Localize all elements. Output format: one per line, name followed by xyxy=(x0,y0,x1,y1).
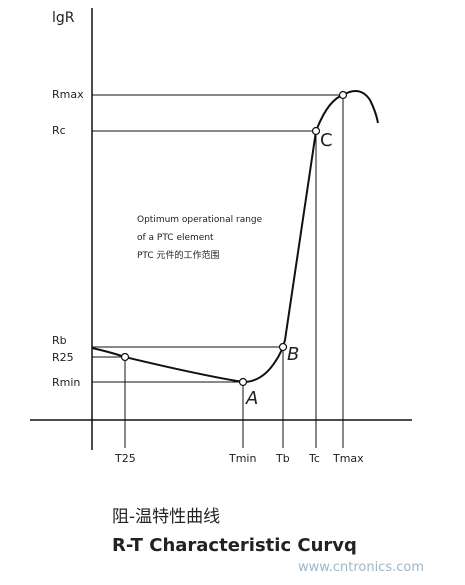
y-label: Rc xyxy=(52,124,66,137)
x-label: Tb xyxy=(275,452,290,465)
point-label: C xyxy=(320,130,333,151)
caption-en: R-T Characteristic Curvq xyxy=(112,535,357,556)
y-label: R25 xyxy=(52,351,74,364)
point-label: A xyxy=(245,388,258,409)
axis-label: lgR xyxy=(52,10,75,26)
y-label: Rmax xyxy=(52,88,84,101)
x-label: Tc xyxy=(308,452,320,465)
x-label: Tmin xyxy=(228,452,256,465)
watermark: www.cntronics.com xyxy=(298,560,424,575)
x-label: T25 xyxy=(114,452,136,465)
y-label: Rmin xyxy=(52,376,80,389)
curve-points xyxy=(120,90,348,387)
annotation: of a PTC element xyxy=(137,233,214,243)
point-label: B xyxy=(287,344,299,365)
annotation: Optimum operational range xyxy=(137,215,263,225)
annotation: PTC 元件的工作范围 xyxy=(137,249,220,261)
x-label: Tmax xyxy=(332,452,364,465)
rt-curve xyxy=(91,90,379,384)
y-label: Rb xyxy=(52,334,67,347)
reference-lines xyxy=(92,94,344,448)
caption-cn: 阻-温特性曲线 xyxy=(112,507,220,527)
